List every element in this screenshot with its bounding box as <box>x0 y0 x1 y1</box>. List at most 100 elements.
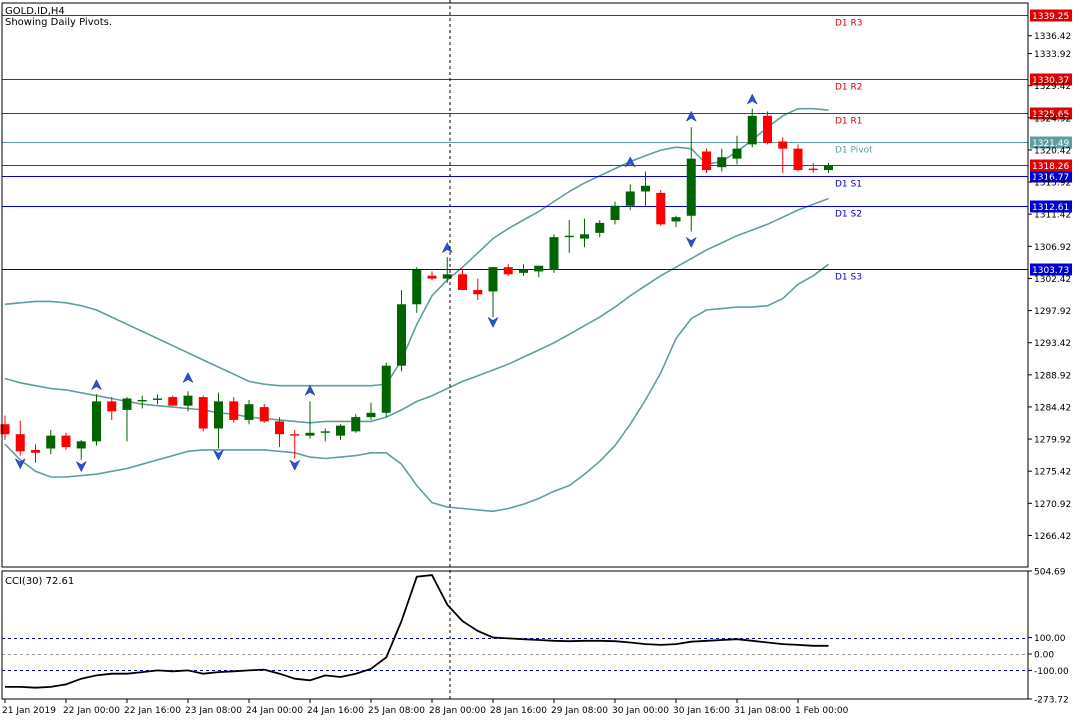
candle-body <box>153 398 162 400</box>
candle <box>46 429 56 455</box>
price-tick-label: 1320.42 <box>1034 146 1071 156</box>
fractal-down-marker <box>14 458 26 470</box>
cci-panel-frame <box>1 570 1029 700</box>
candle-body <box>656 192 666 225</box>
candle <box>778 137 788 173</box>
candle <box>549 234 559 273</box>
candle <box>275 417 284 448</box>
candle <box>534 265 544 278</box>
pivot-label: D1 S2 <box>835 210 862 220</box>
candle <box>427 271 437 281</box>
price-tick-label: 1315.92 <box>1034 179 1071 189</box>
candle <box>412 267 422 313</box>
pivot-tag-text: 1325.65 <box>1032 110 1069 120</box>
candle <box>824 162 833 173</box>
pivot-tag-text: 1303.73 <box>1032 266 1069 276</box>
price-tick-label: 1279.92 <box>1034 436 1071 446</box>
price-tick-label: 1329.42 <box>1034 82 1071 92</box>
candle <box>137 395 147 409</box>
candle <box>519 264 528 276</box>
candle <box>168 395 178 406</box>
price-tick-label: 1288.92 <box>1034 371 1071 381</box>
candle <box>458 268 467 290</box>
price-tick-label: 1333.92 <box>1034 50 1071 60</box>
candle <box>259 404 269 423</box>
candle <box>671 215 681 228</box>
price-tick-label: 1324.92 <box>1034 114 1071 124</box>
candle <box>397 289 406 372</box>
fractal-down-marker <box>289 459 301 471</box>
candle <box>31 444 40 463</box>
candle <box>153 394 162 405</box>
cci-tick-label: 100.00 <box>1034 634 1066 644</box>
price-tick-label: 1311.42 <box>1034 211 1071 221</box>
candle <box>290 429 300 459</box>
candle <box>473 278 483 300</box>
candle-body <box>732 148 742 159</box>
cci-tick-label: -100.00 <box>1034 667 1069 677</box>
candle <box>564 220 574 253</box>
fractal-down-marker <box>212 449 225 461</box>
candle-body <box>0 424 10 435</box>
time-tick-label: 28 Jan 16:00 <box>490 706 547 716</box>
candle-body <box>610 205 620 221</box>
candle <box>793 144 803 172</box>
cci-label: CCI(30) 72.61 <box>5 576 74 587</box>
chart-subtitle: Showing Daily Pivots. <box>5 17 112 28</box>
candle-body <box>183 395 193 406</box>
candle <box>610 201 620 225</box>
pivot-tag-box <box>1030 9 1072 22</box>
candle <box>808 162 818 173</box>
pivot-tag-box <box>1030 136 1072 149</box>
candle <box>488 267 498 318</box>
candle-body <box>198 397 208 429</box>
pivot-label: D1 R2 <box>835 83 863 93</box>
candle-body <box>397 304 406 366</box>
candle-body <box>473 289 483 295</box>
price-tick-label: 1302.42 <box>1034 275 1071 285</box>
current-price-tag-text: 1318.26 <box>1032 162 1069 172</box>
candle-body <box>671 217 681 222</box>
candle-body <box>229 401 239 420</box>
candle <box>198 395 208 432</box>
price-tick-label: 1266.42 <box>1034 532 1071 542</box>
candle-body <box>107 401 117 412</box>
pivot-tag-box <box>1030 107 1072 120</box>
candle-body <box>31 449 40 453</box>
candle-body <box>686 158 696 216</box>
price-tick-label: 1270.92 <box>1034 500 1071 510</box>
time-tick-label: 24 Jan 00:00 <box>246 706 303 716</box>
cci-line <box>5 574 829 689</box>
candle <box>732 135 742 165</box>
candlestick-series <box>0 108 833 463</box>
candle-body <box>534 265 544 272</box>
candle-body <box>76 441 86 449</box>
fractal-down-marker <box>75 460 87 473</box>
pivot-tag-box <box>1030 170 1072 183</box>
candle <box>320 428 330 442</box>
pivot-tag-box <box>1030 73 1072 86</box>
candle-body <box>366 412 376 418</box>
fractal-up-marker <box>441 242 453 254</box>
candle-body <box>290 434 300 436</box>
fractal-up-marker <box>182 371 194 384</box>
candle-body <box>61 435 71 448</box>
time-tick-label: 22 Jan 00:00 <box>63 706 120 716</box>
time-tick-label: 23 Jan 08:00 <box>185 706 242 716</box>
candle-body <box>595 222 605 233</box>
candle-body <box>168 397 178 406</box>
fractal-up-marker <box>90 379 103 391</box>
symbol-title: GOLD.ID,H4 <box>5 6 65 17</box>
candle-body <box>275 421 284 435</box>
candle-body <box>320 431 330 433</box>
candle <box>15 420 25 456</box>
candle <box>244 399 254 425</box>
pivot-tag-text: 1321.49 <box>1032 139 1069 149</box>
time-tick-label: 1 Feb 00:00 <box>795 706 849 716</box>
pivot-label: D1 R3 <box>835 19 863 29</box>
candle <box>351 414 361 433</box>
candle-body <box>458 274 467 290</box>
candle-body <box>793 148 803 171</box>
